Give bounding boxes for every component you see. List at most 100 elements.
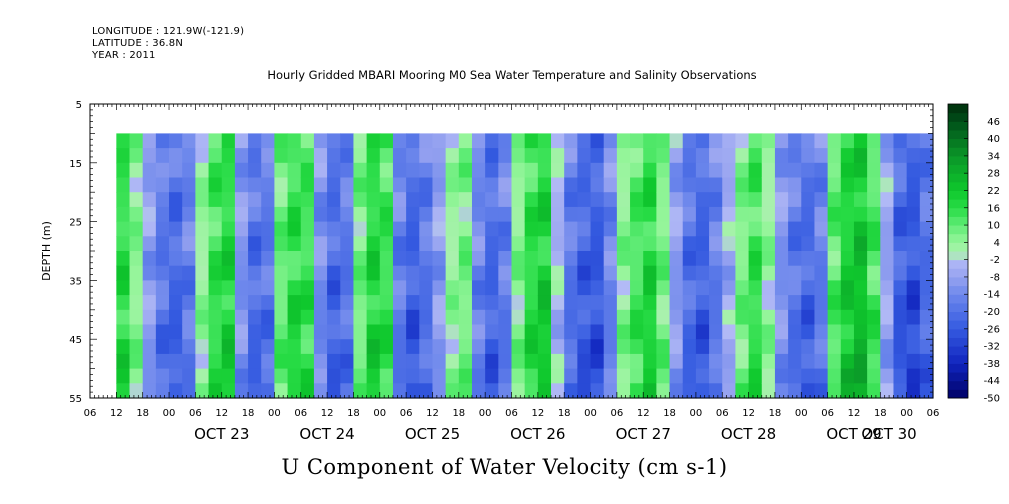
heatmap-cell xyxy=(169,221,183,237)
heatmap-cell xyxy=(116,221,131,237)
heatmap-cell xyxy=(169,133,183,149)
heatmap-cell xyxy=(537,324,552,340)
heatmap-cell xyxy=(906,236,921,252)
axes: 06 12 18 00 06 12 18 00 06 12 18 00 06 12 18 00 06 12 18 00… xyxy=(69,100,939,443)
heatmap-cell xyxy=(406,280,420,296)
heatmap-cell xyxy=(116,133,131,149)
heatmap-cell xyxy=(748,368,763,384)
heatmap-cell xyxy=(801,133,816,149)
heatmap-cell xyxy=(616,221,631,237)
heatmap-cell xyxy=(458,251,473,267)
heatmap-cell xyxy=(169,162,183,179)
heatmap-cell xyxy=(195,265,210,281)
colorbar-cell xyxy=(948,328,968,338)
x-hour-label: 00 xyxy=(479,408,492,419)
heatmap-cell xyxy=(709,251,723,267)
heatmap-cell xyxy=(195,162,210,179)
heatmap-cell xyxy=(682,133,697,149)
heatmap-cell xyxy=(682,339,697,355)
heatmap-cell xyxy=(379,353,394,370)
heatmap-cell xyxy=(327,192,341,208)
heatmap-cell xyxy=(406,309,420,326)
heatmap-cell xyxy=(695,133,710,149)
heatmap-cell xyxy=(340,162,355,179)
heatmap-cell xyxy=(722,383,737,399)
heatmap-cell xyxy=(195,324,210,340)
heatmap-cell xyxy=(287,177,302,193)
heatmap-cell xyxy=(827,221,842,237)
heatmap-cell xyxy=(840,324,855,340)
colorbar-cell xyxy=(948,173,968,183)
heatmap-cell xyxy=(761,383,776,399)
heatmap-cell xyxy=(182,177,196,193)
heatmap-cell xyxy=(643,339,657,355)
heatmap-cell xyxy=(261,280,275,296)
heatmap-cell xyxy=(748,221,763,237)
heatmap-cell xyxy=(116,353,131,370)
heatmap-cell xyxy=(630,295,644,311)
heatmap-cell xyxy=(300,383,315,399)
heatmap-cell xyxy=(511,206,526,223)
colorbar-cell xyxy=(948,233,968,243)
heatmap-cell xyxy=(524,162,539,179)
colorbar-label: 28 xyxy=(987,169,1000,180)
heatmap-cell xyxy=(893,368,908,384)
heatmap-cell xyxy=(445,251,460,267)
heatmap-cell xyxy=(774,309,789,326)
heatmap-cell xyxy=(603,162,618,179)
heatmap-cell xyxy=(155,265,170,281)
heatmap-cell xyxy=(471,368,486,384)
heatmap-cell xyxy=(208,309,223,326)
heatmap-cell xyxy=(880,192,895,208)
heatmap-cell xyxy=(840,236,855,252)
heatmap-cell xyxy=(221,177,236,193)
heatmap-cell xyxy=(537,265,552,281)
heatmap-cell xyxy=(735,148,750,164)
heatmap-cell xyxy=(221,265,236,281)
heatmap-cell xyxy=(419,368,434,384)
heatmap-cell xyxy=(537,383,552,399)
colorbar-label: 46 xyxy=(987,117,1000,128)
heatmap-cell xyxy=(419,309,434,326)
heatmap-cell xyxy=(142,251,157,267)
heatmap-cell xyxy=(656,251,671,267)
heatmap-cell xyxy=(274,148,289,164)
heatmap-cell xyxy=(366,251,381,267)
heatmap-cell xyxy=(261,309,275,326)
heatmap-cell xyxy=(142,339,157,355)
heatmap-cell xyxy=(432,368,447,384)
heatmap-cell xyxy=(801,368,816,384)
heatmap-cell xyxy=(485,148,499,164)
heatmap-cell xyxy=(221,236,236,252)
heatmap-cell xyxy=(788,221,802,237)
heatmap-cell xyxy=(788,192,802,208)
colorbar: 46 40 34 28 22 16 10 4 -2 -8 -14 -20 -26 -32 -38 -44 -50 xyxy=(947,103,1000,405)
heatmap-cell xyxy=(287,280,302,296)
heatmap-cell xyxy=(788,280,802,296)
heatmap-cell xyxy=(643,383,657,399)
heatmap-cell xyxy=(603,339,618,355)
heatmap-cell xyxy=(458,148,473,164)
heatmap-cell xyxy=(853,383,868,399)
colorbar-cell xyxy=(948,354,968,364)
heatmap-cell xyxy=(643,133,657,149)
heatmap-cell xyxy=(353,324,368,340)
heatmap-cell xyxy=(287,192,302,208)
heatmap-cell xyxy=(432,295,447,311)
heatmap-cell xyxy=(735,236,750,252)
heatmap-cell xyxy=(656,368,671,384)
heatmap-cell xyxy=(814,206,829,223)
heatmap-cell xyxy=(853,148,868,164)
heatmap-cell xyxy=(406,236,420,252)
heatmap-cell xyxy=(788,295,802,311)
heatmap-cell xyxy=(327,265,341,281)
heatmap-cell xyxy=(445,353,460,370)
heatmap-cell xyxy=(116,383,131,399)
heatmap-cell xyxy=(643,265,657,281)
heatmap-cell xyxy=(814,148,829,164)
heatmap-cell xyxy=(392,206,407,223)
heatmap-cell xyxy=(327,353,341,370)
heatmap-cell xyxy=(353,309,368,326)
colorbar-cell xyxy=(948,242,968,252)
heatmap-cell xyxy=(498,148,513,164)
